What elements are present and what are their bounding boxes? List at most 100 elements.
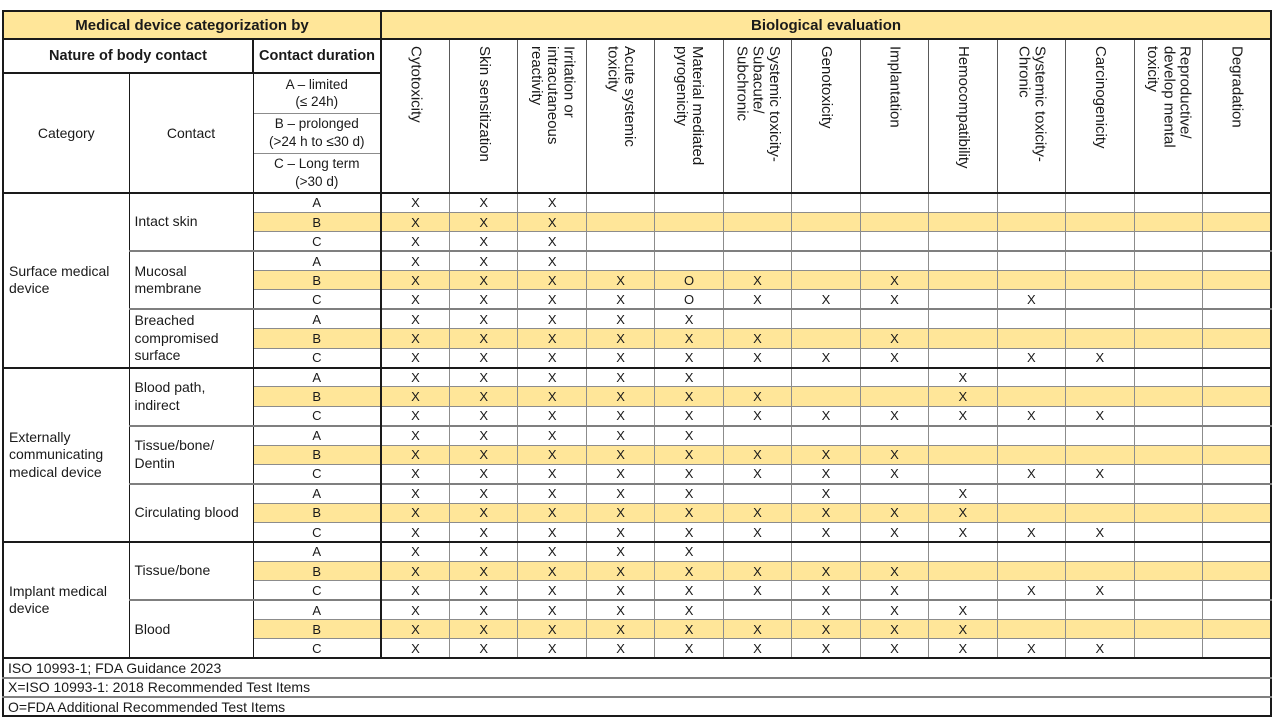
mark-cell [1065, 560, 1135, 582]
column-header-label: Irritation or intracutaneous reactivity [528, 46, 578, 145]
mark-cell: X [585, 347, 656, 369]
mark-cell: X [517, 328, 587, 349]
contact-cell: Tissue/bone/ Dentin [128, 424, 254, 485]
mark-cell: X [448, 463, 519, 485]
mark-cell [996, 308, 1067, 330]
mark-cell [722, 366, 793, 388]
contact-cell: Tissue/bone [128, 541, 254, 601]
column-header-irritation: Irritation or intracutaneous reactivity [517, 38, 587, 194]
duration-cell: C [252, 463, 382, 485]
mark-cell: X [585, 386, 656, 407]
mark-cell: X [791, 560, 861, 582]
mark-cell: X [585, 560, 656, 582]
mark-cell: X [859, 638, 930, 659]
mark-cell [1201, 231, 1272, 252]
mark-cell: X [791, 482, 861, 504]
mark-cell [928, 289, 998, 310]
mark-cell: X [928, 405, 998, 427]
mark-cell: X [654, 560, 724, 582]
category-cell: Surface medical device [2, 192, 130, 369]
mark-cell [1201, 580, 1272, 601]
mark-cell: X [380, 580, 450, 601]
mark-cell [1201, 444, 1272, 465]
mark-cell: X [654, 347, 724, 369]
duration-cell: C [252, 522, 382, 543]
mark-cell [1201, 424, 1272, 446]
mark-cell [859, 231, 930, 252]
mark-cell [722, 424, 793, 446]
mark-cell [1065, 328, 1135, 349]
mark-cell: X [791, 580, 861, 601]
mark-cell: X [380, 328, 450, 349]
mark-cell [585, 250, 656, 272]
mark-cell: X [517, 463, 587, 485]
mark-cell: X [585, 580, 656, 601]
mark-cell [1201, 405, 1272, 427]
mark-cell [928, 308, 998, 330]
mark-cell [654, 211, 724, 233]
column-header-label: Degradation [1228, 46, 1246, 128]
mark-cell: X [791, 444, 861, 465]
mark-cell: X [380, 231, 450, 252]
mark-cell: X [448, 482, 519, 504]
mark-cell [722, 541, 793, 562]
mark-cell: X [654, 405, 724, 427]
mark-cell [928, 328, 998, 349]
duration-cell: C [252, 347, 382, 369]
mark-cell: X [654, 522, 724, 543]
mark-cell: X [380, 463, 450, 485]
mark-cell: X [585, 270, 656, 291]
mark-cell: X [722, 638, 793, 659]
mark-cell [1065, 366, 1135, 388]
mark-cell: X [448, 386, 519, 407]
duration-cell: A [252, 482, 382, 504]
mark-cell: X [517, 638, 587, 659]
mark-cell [791, 191, 861, 213]
column-header-label: Genotoxicity [818, 46, 836, 129]
mark-cell: X [654, 328, 724, 349]
mark-cell: X [996, 463, 1067, 485]
contact-cell: Intact skin [128, 191, 254, 252]
mark-cell: X [859, 599, 930, 621]
mark-cell: X [859, 463, 930, 485]
mark-cell [996, 482, 1067, 504]
mark-cell [928, 560, 998, 582]
column-header-label: Reproductive/ develop mental toxicity [1144, 46, 1194, 148]
mark-cell [1201, 308, 1272, 330]
mark-cell [1065, 502, 1135, 524]
mark-cell: X [517, 386, 587, 407]
mark-cell [1065, 386, 1135, 407]
duration-cell: B [252, 444, 382, 465]
mark-cell: X [1065, 405, 1135, 427]
mark-cell: X [517, 541, 587, 562]
duration-cell: C [252, 289, 382, 310]
mark-cell [859, 308, 930, 330]
mark-cell [1133, 289, 1203, 310]
mark-cell: X [722, 463, 793, 485]
mark-cell [1201, 599, 1272, 621]
mark-cell: X [654, 424, 724, 446]
mark-cell [654, 231, 724, 252]
mark-cell [1065, 250, 1135, 272]
mark-cell [791, 231, 861, 252]
duration-cell: B [252, 560, 382, 582]
mark-cell: X [517, 289, 587, 310]
mark-cell [1133, 580, 1203, 601]
column-header-label: Cytotoxicity [407, 46, 425, 123]
mark-cell: X [585, 444, 656, 465]
mark-cell: X [585, 424, 656, 446]
column-header-chronic-toxicity: Systemic toxicity- Chronic [996, 38, 1067, 194]
mark-cell [1133, 599, 1203, 621]
mark-cell: X [1065, 347, 1135, 369]
column-header-label: Skin sensitization [475, 46, 493, 162]
mark-cell: X [791, 463, 861, 485]
mark-cell [996, 191, 1067, 213]
mark-cell: X [448, 522, 519, 543]
mark-cell: X [722, 580, 793, 601]
mark-cell: X [517, 424, 587, 446]
mark-cell: X [928, 522, 998, 543]
mark-cell [996, 231, 1067, 252]
mark-cell: X [928, 619, 998, 640]
mark-cell [791, 250, 861, 272]
mark-cell [859, 191, 930, 213]
